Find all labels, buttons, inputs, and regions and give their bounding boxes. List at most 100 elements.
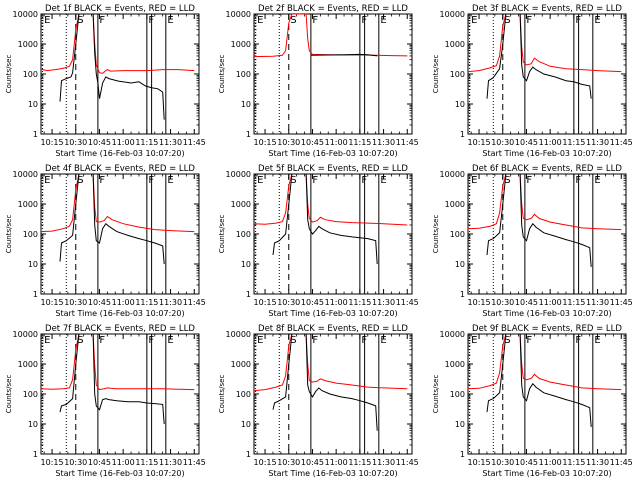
lld-series-line bbox=[468, 14, 622, 73]
detector-panel: Det 1f BLACK = Events, RED = LLD Counts/s… bbox=[5, 4, 206, 158]
x-tick-label: 11:45 bbox=[396, 138, 419, 147]
y-tick-label: 10000 bbox=[226, 170, 251, 179]
y-tick-label: 10 bbox=[28, 420, 38, 429]
x-tick-label: 10:15 bbox=[254, 138, 277, 147]
x-tick-label: 11:30 bbox=[586, 298, 609, 307]
x-tick-label: 10:45 bbox=[301, 138, 324, 147]
detector-panel: Det 5f BLACK = Events, RED = LLD Counts/s… bbox=[218, 164, 419, 318]
x-tick-label: 10:15 bbox=[468, 298, 491, 307]
x-tick-label: 10:45 bbox=[301, 458, 324, 467]
x-tick-label: 10:15 bbox=[41, 138, 64, 147]
time-marker-label: E bbox=[44, 15, 50, 26]
y-tick-label: 100 bbox=[450, 230, 465, 239]
x-tick-label: 11:15 bbox=[562, 298, 585, 307]
x-tick-label: 11:15 bbox=[348, 298, 371, 307]
time-marker-label: F bbox=[526, 15, 532, 26]
x-tick-label: 11:00 bbox=[539, 298, 562, 307]
time-marker-label: E bbox=[44, 175, 50, 186]
x-axis-label: Start Time (16-Feb-03 10:07:20) bbox=[482, 149, 611, 158]
x-tick-label: 10:15 bbox=[41, 298, 64, 307]
y-axis-label: Counts/sec bbox=[218, 55, 226, 94]
x-tick-label: 11:15 bbox=[348, 138, 371, 147]
chart-title: Det 7f BLACK = Events, RED = LLD bbox=[45, 324, 195, 334]
time-marker-label: S bbox=[290, 335, 296, 346]
y-tick-label: 10 bbox=[241, 260, 251, 269]
y-tick-label: 10 bbox=[455, 100, 465, 109]
chart-title: Det 4f BLACK = Events, RED = LLD bbox=[45, 164, 195, 174]
plot-frame bbox=[467, 13, 627, 135]
detector-panel: Det 9f BLACK = Events, RED = LLD Counts/s… bbox=[432, 324, 633, 478]
y-tick-label: 10000 bbox=[13, 330, 38, 339]
time-marker-label: F bbox=[312, 175, 318, 186]
time-marker-label: E bbox=[594, 335, 600, 346]
y-tick-label: 10000 bbox=[440, 10, 465, 19]
time-marker-label: S bbox=[504, 175, 510, 186]
lld-series-line bbox=[41, 174, 195, 233]
x-axis-label: Start Time (16-Feb-03 10:07:20) bbox=[55, 149, 184, 158]
x-tick-label: 11:30 bbox=[159, 298, 182, 307]
chart-title: Det 8f BLACK = Events, RED = LLD bbox=[258, 324, 408, 334]
time-marker-label: E bbox=[471, 15, 477, 26]
y-tick-label: 10000 bbox=[226, 10, 251, 19]
x-tick-label: 11:00 bbox=[112, 298, 135, 307]
y-axis-label: Counts/sec bbox=[218, 375, 226, 414]
x-tick-label: 10:45 bbox=[88, 458, 111, 467]
y-tick-label: 100 bbox=[450, 70, 465, 79]
plot-frame bbox=[40, 333, 200, 455]
y-tick-label: 1 bbox=[33, 290, 38, 299]
x-tick-label: 11:45 bbox=[183, 298, 206, 307]
time-marker-label: E bbox=[44, 335, 50, 346]
y-tick-label: 1 bbox=[33, 450, 38, 459]
y-axis-label: Counts/sec bbox=[432, 55, 440, 94]
detector-panel: Det 4f BLACK = Events, RED = LLD Counts/s… bbox=[5, 164, 206, 318]
x-axis-label: Start Time (16-Feb-03 10:07:20) bbox=[268, 149, 397, 158]
time-marker-label: E bbox=[167, 175, 173, 186]
x-tick-label: 11:15 bbox=[348, 458, 371, 467]
y-tick-label: 1 bbox=[460, 290, 465, 299]
time-marker-label: S bbox=[504, 335, 510, 346]
y-axis-label: Counts/sec bbox=[432, 215, 440, 254]
x-tick-label: 11:45 bbox=[610, 458, 633, 467]
y-tick-label: 1000 bbox=[231, 200, 251, 209]
chart-title: Det 1f BLACK = Events, RED = LLD bbox=[45, 4, 195, 14]
y-tick-label: 1000 bbox=[18, 40, 38, 49]
x-tick-label: 11:00 bbox=[325, 138, 348, 147]
y-tick-label: 10000 bbox=[226, 330, 251, 339]
y-tick-label: 1 bbox=[460, 130, 465, 139]
x-tick-label: 10:15 bbox=[254, 458, 277, 467]
x-tick-label: 11:00 bbox=[112, 138, 135, 147]
x-tick-label: 10:15 bbox=[41, 458, 64, 467]
time-marker-label: S bbox=[77, 175, 83, 186]
time-marker-label: F bbox=[312, 335, 318, 346]
detector-panel: Det 2f BLACK = Events, RED = LLD Counts/s… bbox=[218, 4, 419, 158]
x-tick-label: 11:45 bbox=[610, 298, 633, 307]
x-tick-label: 11:45 bbox=[183, 458, 206, 467]
x-tick-label: 10:30 bbox=[64, 458, 87, 467]
events-series-line bbox=[59, 334, 165, 425]
x-tick-label: 11:45 bbox=[183, 138, 206, 147]
x-tick-label: 11:00 bbox=[325, 458, 348, 467]
plot-frame bbox=[253, 13, 413, 135]
time-marker-label: E bbox=[380, 15, 386, 26]
y-tick-label: 10 bbox=[241, 100, 251, 109]
time-marker-label: E bbox=[471, 175, 477, 186]
detector-panel: Det 8f BLACK = Events, RED = LLD Counts/s… bbox=[218, 324, 419, 478]
time-marker-label: F bbox=[99, 175, 105, 186]
x-tick-label: 11:45 bbox=[396, 298, 419, 307]
y-tick-label: 1000 bbox=[231, 360, 251, 369]
chart-title: Det 6f BLACK = Events, RED = LLD bbox=[472, 164, 622, 174]
detector-panel: Det 7f BLACK = Events, RED = LLD Counts/s… bbox=[5, 324, 206, 478]
time-marker-label: E bbox=[380, 335, 386, 346]
time-marker-label: E bbox=[257, 335, 263, 346]
y-tick-label: 10 bbox=[241, 420, 251, 429]
y-tick-label: 100 bbox=[236, 70, 251, 79]
time-marker-label: F bbox=[526, 175, 532, 186]
x-tick-label: 11:15 bbox=[562, 138, 585, 147]
x-tick-label: 10:30 bbox=[277, 298, 300, 307]
x-tick-label: 10:30 bbox=[277, 138, 300, 147]
time-marker-label: E bbox=[471, 335, 477, 346]
chart-title: Det 9f BLACK = Events, RED = LLD bbox=[472, 324, 622, 334]
time-marker-label: S bbox=[77, 15, 83, 26]
x-tick-label: 10:45 bbox=[88, 138, 111, 147]
x-tick-label: 11:30 bbox=[372, 138, 395, 147]
